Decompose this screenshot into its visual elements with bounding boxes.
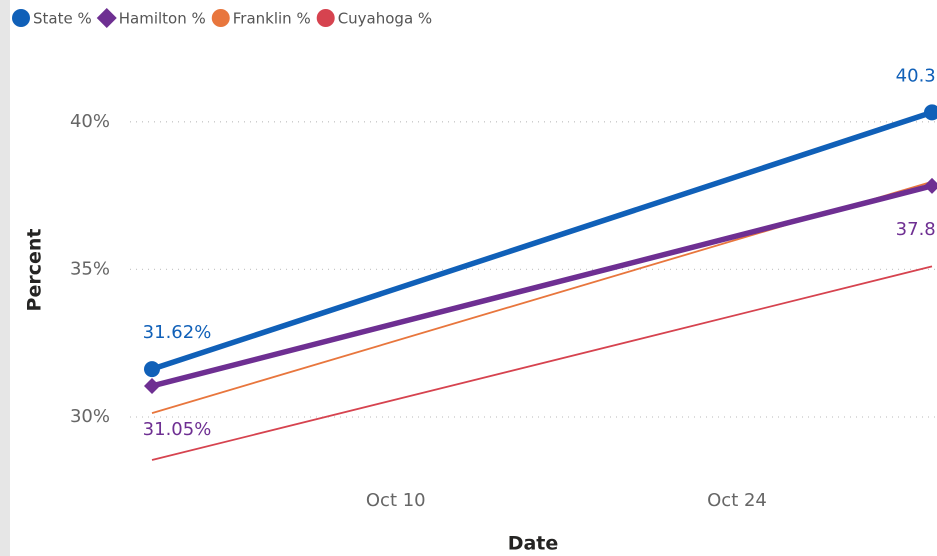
- marker: [316, 9, 335, 27]
- y-tick-label: 30%: [70, 406, 110, 427]
- x-axis-label: Date: [508, 533, 559, 555]
- legend-label: Cuyahoga %: [338, 10, 432, 28]
- x-tick-label: Oct 10: [366, 490, 426, 511]
- data-label: 31.62%: [143, 322, 212, 343]
- marker: [924, 177, 937, 194]
- data-label: 37.83%: [896, 219, 937, 240]
- y-axis-label: Percent: [24, 229, 46, 312]
- legend: State % Hamilton % Franklin % Cuyahoga %: [12, 8, 432, 28]
- legend-label: State %: [33, 10, 92, 28]
- data-label: 31.05%: [143, 419, 212, 440]
- marker: [924, 104, 937, 121]
- series-line: [151, 265, 933, 461]
- y-tick-label: 40%: [70, 111, 110, 132]
- legend-label: Franklin %: [233, 10, 311, 28]
- data-label: 40.32%: [896, 65, 937, 86]
- marker: [144, 377, 160, 394]
- legend-label: Hamilton %: [119, 10, 206, 28]
- y-tick-label: 35%: [70, 258, 110, 279]
- side-strip: [0, 0, 10, 556]
- series-line: [151, 183, 933, 389]
- marker: [96, 8, 117, 28]
- marker: [12, 9, 30, 27]
- x-tick-label: Oct 24: [707, 490, 767, 511]
- marker: [211, 9, 230, 27]
- marker: [144, 361, 160, 378]
- series-line: [151, 109, 933, 372]
